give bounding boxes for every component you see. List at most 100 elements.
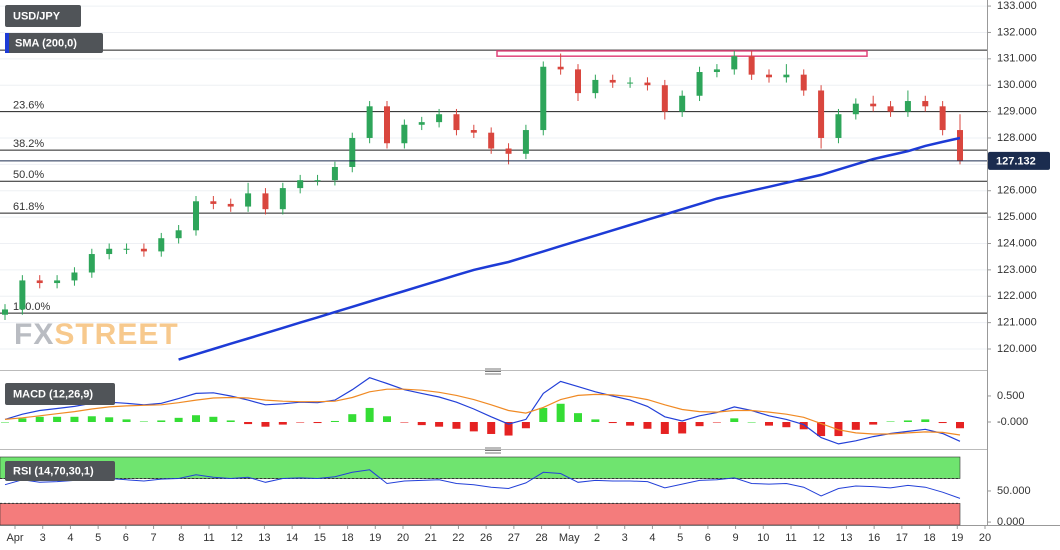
macd-title: MACD (12,26,9) bbox=[13, 388, 93, 400]
x-tick-label: 15 bbox=[314, 532, 326, 544]
x-tick-label: 11 bbox=[785, 532, 796, 544]
y-tick-label: 131.000 bbox=[997, 53, 1037, 65]
candle-body bbox=[488, 132, 495, 149]
macd-histogram-bar bbox=[18, 418, 27, 422]
macd-histogram-bar bbox=[348, 414, 357, 422]
y-tick-label: 50.000 bbox=[997, 485, 1031, 497]
candle-body bbox=[575, 69, 581, 94]
x-tick-label: 26 bbox=[480, 532, 492, 544]
candle-body bbox=[922, 101, 929, 107]
candle-body bbox=[193, 201, 199, 231]
macd-histogram-bar bbox=[53, 416, 62, 422]
x-tick-label: 19 bbox=[369, 532, 381, 544]
candle-body bbox=[609, 79, 616, 83]
candle-body bbox=[331, 166, 338, 181]
x-tick-label: 4 bbox=[649, 532, 655, 544]
x-tick-label: 5 bbox=[95, 532, 101, 544]
y-tick-label: 122.000 bbox=[997, 290, 1037, 302]
macd-histogram-bar bbox=[452, 422, 461, 429]
last-price-box bbox=[988, 151, 1050, 170]
macd-histogram-bar bbox=[660, 422, 669, 434]
macd-histogram-bar bbox=[383, 416, 391, 422]
candle-body bbox=[852, 103, 859, 115]
candle-body bbox=[106, 248, 113, 255]
macd-histogram-bar bbox=[296, 422, 305, 423]
candle-body bbox=[661, 85, 668, 112]
macd-line bbox=[4, 377, 961, 445]
candle-body bbox=[522, 130, 529, 154]
y-tick-label: 124.000 bbox=[997, 237, 1037, 249]
macd-histogram-bar bbox=[817, 422, 826, 437]
x-tick-label: 17 bbox=[896, 532, 908, 544]
sma-label: SMA (200,0) bbox=[15, 37, 77, 49]
macd-histogram-bar bbox=[278, 422, 287, 425]
candle-body bbox=[418, 122, 425, 125]
y-tick-label: 130.000 bbox=[997, 79, 1037, 91]
macd-box[interactable] bbox=[5, 383, 115, 405]
candle-body bbox=[748, 56, 755, 75]
sma-box[interactable] bbox=[5, 33, 103, 53]
y-tick-label: 125.000 bbox=[997, 211, 1037, 223]
x-tick-label: 18 bbox=[923, 532, 935, 544]
candle-body bbox=[731, 56, 738, 70]
price-plot: 23.6% 38.2% 50.0% 61.8% 100.0% bbox=[0, 49, 987, 361]
macd-histogram-bar bbox=[591, 419, 600, 422]
candle-body bbox=[800, 74, 807, 91]
x-tick-label: Apr bbox=[6, 532, 23, 544]
macd-histogram-bar bbox=[35, 416, 44, 422]
y-tick-label: 123.000 bbox=[997, 264, 1037, 276]
x-tick-label: 11 bbox=[203, 532, 214, 544]
macd-line bbox=[4, 388, 961, 436]
candle-body bbox=[279, 188, 286, 210]
candle-body bbox=[158, 238, 165, 252]
watermark-fx: FX bbox=[14, 318, 54, 351]
candle-body bbox=[939, 106, 946, 131]
candle-body bbox=[245, 193, 252, 207]
x-tick-label: 12 bbox=[231, 532, 243, 544]
y-tick-label: 126.000 bbox=[997, 185, 1037, 197]
x-tick-label: 8 bbox=[178, 532, 184, 544]
x-tick-label: 5 bbox=[677, 532, 683, 544]
x-tick-label: 21 bbox=[425, 532, 437, 544]
macd-histogram-bar bbox=[226, 420, 235, 422]
rsi-box[interactable] bbox=[5, 461, 115, 481]
candle-body bbox=[818, 90, 825, 138]
x-tick-label: 4 bbox=[67, 532, 73, 544]
candle-body bbox=[262, 193, 269, 210]
grip[interactable] bbox=[485, 368, 501, 375]
candle-body bbox=[54, 280, 61, 284]
x-tick-label: 22 bbox=[452, 532, 464, 544]
symbol-box[interactable] bbox=[5, 5, 81, 27]
macd-histogram-bar bbox=[209, 416, 218, 422]
x-tick-label: 13 bbox=[258, 532, 270, 544]
macd-histogram-bar bbox=[469, 422, 478, 432]
macd-histogram-bar bbox=[574, 413, 582, 422]
x-tick-label: 2 bbox=[594, 532, 600, 544]
fib-label: 38.2% bbox=[13, 138, 44, 150]
x-tick-label: 6 bbox=[705, 532, 711, 544]
macd-histogram-bar bbox=[157, 420, 166, 422]
rsi-line bbox=[4, 469, 961, 499]
overbought-band bbox=[0, 456, 961, 479]
x-tick-label: May bbox=[559, 532, 580, 544]
macd-histogram-bar bbox=[261, 422, 270, 427]
macd-histogram-bar bbox=[87, 416, 96, 422]
grip[interactable] bbox=[485, 447, 501, 454]
candle-body bbox=[210, 201, 217, 204]
macd-histogram-bar bbox=[869, 422, 878, 425]
candle-body bbox=[679, 95, 686, 112]
fib-label: 100.0% bbox=[13, 301, 51, 313]
candle-body bbox=[540, 66, 547, 131]
macd-histogram-bar bbox=[851, 422, 860, 430]
watermark: FXSTREET bbox=[14, 318, 179, 351]
y-tick-label: 132.000 bbox=[997, 26, 1037, 38]
candle-body bbox=[140, 248, 147, 252]
macd-histogram-bar bbox=[695, 422, 704, 427]
macd-histogram-bar bbox=[435, 422, 444, 427]
y-tick-label: 0.500 bbox=[997, 390, 1025, 402]
x-tick-label: 7 bbox=[151, 532, 157, 544]
candle-body bbox=[349, 137, 356, 167]
candle-body bbox=[904, 101, 911, 112]
x-tick-label: 18 bbox=[341, 532, 353, 544]
candle-body bbox=[88, 254, 95, 273]
